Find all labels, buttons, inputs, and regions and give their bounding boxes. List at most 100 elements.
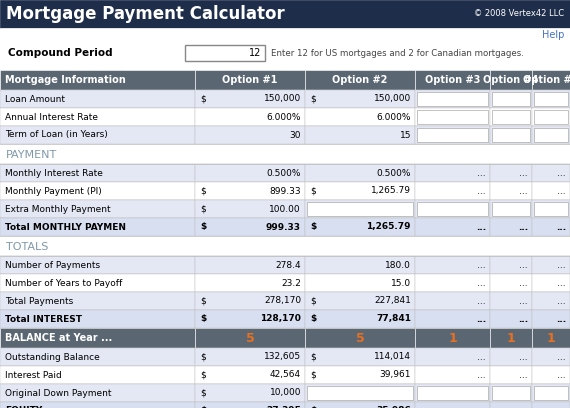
Text: $: $ [310,315,316,324]
Text: Term of Loan (in Years): Term of Loan (in Years) [5,131,108,140]
Bar [305,126,415,144]
Bar [195,384,305,402]
Bar [0,256,195,274]
Text: 278.4: 278.4 [275,260,301,270]
Bar [534,110,568,124]
Bar [0,164,570,182]
Bar [490,126,532,144]
Bar [0,218,570,236]
Text: $: $ [310,186,316,195]
Bar [195,310,305,328]
Bar [0,182,570,200]
Text: Option #5: Option #5 [523,75,570,85]
Bar [417,92,488,106]
Text: ...: ... [557,260,566,270]
Bar [195,218,305,236]
Text: ...: ... [556,315,566,324]
Bar [534,202,568,216]
Text: $: $ [200,222,206,231]
Bar [305,384,415,402]
Text: 5: 5 [356,331,364,344]
Bar [415,164,490,182]
Text: 35,986: 35,986 [376,406,411,408]
Text: 1: 1 [448,331,457,344]
Bar [305,164,415,182]
Bar [0,366,570,384]
Text: 15: 15 [400,131,411,140]
Bar [0,402,195,408]
Bar [0,42,570,64]
Bar [490,200,532,218]
Text: Option #3: Option #3 [425,75,480,85]
Bar [0,0,570,28]
Text: 6.000%: 6.000% [267,113,301,122]
Bar [305,366,415,384]
Bar [307,202,413,216]
Bar [0,348,195,366]
Text: ...: ... [518,315,528,324]
Bar [0,384,570,402]
Text: Option #4: Option #4 [483,75,539,85]
Text: 999.33: 999.33 [266,222,301,231]
Text: 227,841: 227,841 [374,297,411,306]
Bar [0,402,570,408]
Bar [195,108,305,126]
Text: 114,014: 114,014 [374,353,411,361]
Bar [532,256,570,274]
Bar [492,386,530,400]
Bar [490,402,532,408]
Bar [490,292,532,310]
Text: 1,265.79: 1,265.79 [367,222,411,231]
Text: ...: ... [476,315,486,324]
Text: ...: ... [519,169,528,177]
Text: ...: ... [478,279,486,288]
Bar [0,236,570,256]
Bar [305,348,415,366]
Text: ...: ... [478,186,486,195]
Bar [0,292,195,310]
Bar [490,328,532,348]
Bar [0,90,570,108]
Bar [532,402,570,408]
Text: 77,841: 77,841 [376,315,411,324]
Bar [0,218,195,236]
Text: $: $ [200,186,206,195]
Text: 1: 1 [507,331,515,344]
Text: Original Down Payment: Original Down Payment [5,388,112,397]
Bar [195,366,305,384]
Text: 15.0: 15.0 [391,279,411,288]
Bar [415,182,490,200]
Text: ...: ... [478,169,486,177]
Text: 0.500%: 0.500% [377,169,411,177]
Text: 0.500%: 0.500% [267,169,301,177]
Text: 23.2: 23.2 [281,279,301,288]
Text: Compound Period: Compound Period [8,48,113,58]
Text: ...: ... [557,186,566,195]
Bar [532,292,570,310]
Bar [195,70,305,90]
Bar [532,218,570,236]
Text: 6.000%: 6.000% [377,113,411,122]
Bar [532,348,570,366]
Bar [415,108,490,126]
Text: $: $ [310,222,316,231]
Bar [0,256,570,274]
Bar [0,90,195,108]
Bar [532,108,570,126]
Text: Extra Monthly Payment: Extra Monthly Payment [5,204,111,213]
Bar [195,182,305,200]
Text: Mortgage Information: Mortgage Information [5,75,126,85]
Bar [415,256,490,274]
Bar [415,70,490,90]
Bar [415,310,490,328]
Text: $: $ [310,353,316,361]
Text: $: $ [200,406,206,408]
Text: 180.0: 180.0 [385,260,411,270]
Bar [490,274,532,292]
Text: ...: ... [519,297,528,306]
Bar [0,200,570,218]
Bar [492,92,530,106]
Bar [415,328,490,348]
Text: ...: ... [557,169,566,177]
Bar [415,200,490,218]
